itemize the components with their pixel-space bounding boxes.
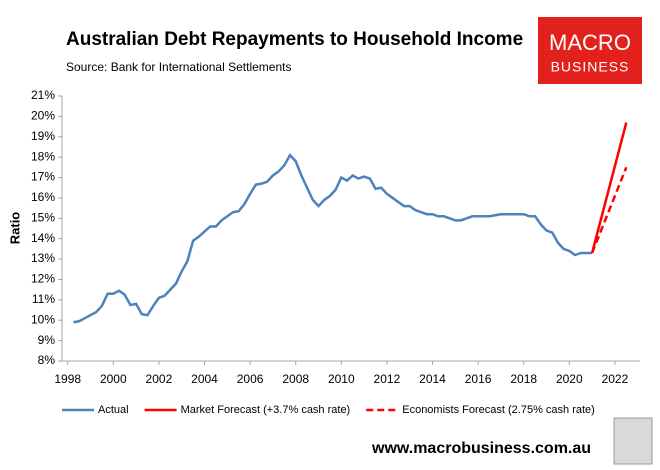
legend-label: Market Forecast (+3.7% cash rate)	[181, 404, 351, 416]
y-tick-label: 13%	[31, 251, 55, 265]
y-tick-label: 12%	[31, 272, 55, 286]
wolf-icon	[613, 417, 653, 465]
y-tick-label: 17%	[31, 170, 55, 184]
legend-label: Actual	[98, 404, 129, 416]
y-tick-label: 8%	[38, 353, 56, 367]
chart-subtitle: Source: Bank for International Settlemen…	[66, 60, 291, 74]
footer-url: www.macrobusiness.com.au	[371, 440, 591, 457]
x-tick-label: 2010	[328, 372, 355, 386]
x-tick-label: 2016	[465, 372, 492, 386]
y-tick-label: 16%	[31, 190, 55, 204]
x-tick-label: 2000	[100, 372, 127, 386]
x-tick-label: 2012	[374, 372, 401, 386]
x-tick-label: 2006	[237, 372, 264, 386]
chart-title: Australian Debt Repayments to Household …	[66, 29, 523, 50]
x-tick-label: 2004	[191, 372, 218, 386]
x-tick-label: 2022	[602, 372, 629, 386]
logo-text: BUSINESS	[551, 59, 630, 75]
y-tick-label: 19%	[31, 129, 55, 143]
y-tick-label: 14%	[31, 231, 55, 245]
x-tick-label: 2018	[510, 372, 537, 386]
logo-box	[538, 17, 642, 84]
y-tick-label: 11%	[32, 292, 55, 306]
data-line	[590, 122, 628, 254]
data-line	[590, 166, 628, 254]
y-axis-label: Ratio	[7, 212, 22, 245]
x-tick-label: 2002	[146, 372, 173, 386]
y-tick-label: 10%	[31, 312, 55, 326]
y-tick-label: 21%	[31, 88, 55, 102]
y-tick-label: 9%	[38, 333, 56, 347]
y-tick-label: 15%	[31, 210, 55, 224]
legend-label: Economists Forecast (2.75% cash rate)	[402, 404, 595, 416]
x-tick-label: 1998	[54, 372, 81, 386]
data-line	[73, 153, 593, 324]
x-tick-label: 2008	[282, 372, 309, 386]
x-tick-label: 2020	[556, 372, 583, 386]
y-tick-label: 18%	[31, 149, 55, 163]
x-tick-label: 2014	[419, 372, 446, 386]
y-tick-label: 20%	[31, 109, 55, 123]
logo-text: MACRO	[549, 30, 631, 55]
